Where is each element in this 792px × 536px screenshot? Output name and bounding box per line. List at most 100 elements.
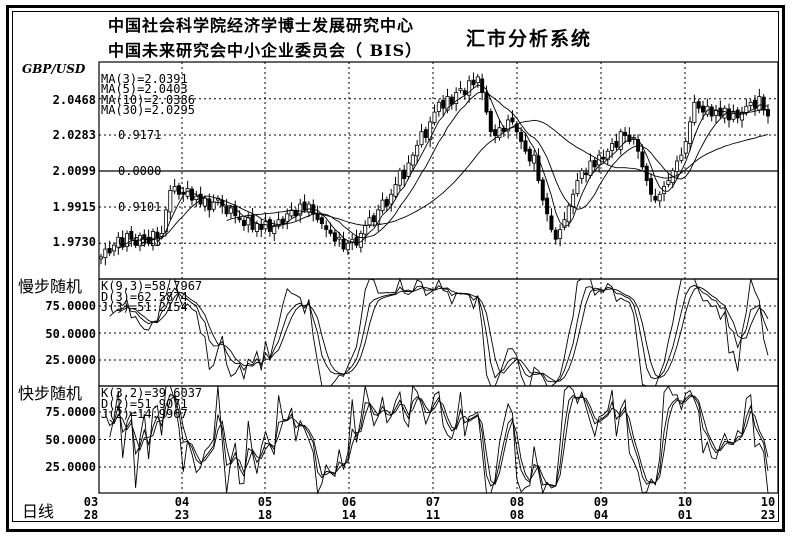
x-tick-label: 10 23	[756, 496, 780, 522]
candle-body	[267, 219, 272, 232]
candle-body	[618, 131, 623, 150]
candle-body	[579, 170, 584, 179]
candle-body	[657, 193, 662, 202]
ma3-readout: MA(3)=2.0391	[101, 71, 188, 86]
candle-body	[744, 105, 749, 114]
fast-j-readout: J(2)=14.9967	[101, 407, 188, 421]
candle-body	[493, 129, 498, 136]
candle-body	[285, 213, 290, 222]
header-line2: 中国未来研究会中小企业委员会（ BIS）	[108, 41, 423, 60]
candle-body	[649, 178, 654, 195]
ma5-readout: MA(5)=2.0403	[101, 82, 188, 96]
slow-j-readout: J(3)=51.2154	[101, 300, 188, 314]
candle-body	[722, 107, 727, 119]
x-tick-label: 07 11	[421, 496, 445, 522]
candle-body	[441, 99, 446, 109]
candle-body	[753, 99, 758, 109]
candle-body	[757, 96, 762, 111]
candle-body	[410, 154, 415, 166]
candle-body	[709, 106, 714, 117]
x-tick-day: 18	[257, 508, 273, 522]
slow-tick: 75.0000	[45, 299, 96, 313]
x-tick-month: 10	[760, 495, 776, 509]
candle-body	[588, 160, 593, 176]
outer-frame	[6, 5, 785, 532]
ma10-readout: MA(10)=2.0386	[101, 92, 195, 107]
candle-body	[207, 198, 212, 211]
candle-body	[133, 240, 138, 246]
candle-body	[601, 156, 606, 160]
candle-body	[259, 223, 264, 230]
candle-body	[111, 244, 116, 252]
candle-body	[683, 141, 688, 154]
candle-body	[393, 184, 398, 197]
candle-body	[614, 140, 619, 148]
candle-body	[332, 232, 337, 242]
candle-body	[519, 131, 524, 142]
candle-body	[241, 220, 246, 226]
x-tick-month: 05	[257, 495, 273, 509]
x-tick-day: 28	[83, 508, 99, 522]
candle-body	[584, 172, 589, 176]
candle-body	[462, 90, 467, 95]
x-tick-month: 06	[341, 495, 357, 509]
candle-body	[189, 188, 194, 201]
candle-body	[194, 195, 199, 200]
slow-j-line	[118, 277, 769, 387]
candle-body	[298, 203, 303, 216]
candle-body	[419, 131, 424, 146]
candle-body	[293, 210, 298, 217]
candle-body	[748, 101, 753, 106]
candle-body	[319, 217, 324, 225]
candle-body	[302, 201, 307, 211]
candle-body	[454, 92, 459, 104]
slow-d-line	[118, 286, 769, 382]
candle-body	[337, 236, 342, 240]
candle-body	[116, 236, 121, 248]
candle-body	[623, 131, 628, 136]
candle-body	[536, 155, 541, 181]
candle-body	[198, 193, 203, 205]
candle-body	[605, 150, 610, 161]
candle-body	[254, 223, 259, 232]
candle-body	[679, 154, 684, 161]
candle-body	[99, 256, 104, 260]
fast-j-line	[109, 384, 769, 495]
x-tick-day: 01	[677, 508, 693, 522]
fast-k-readout: K(3,2)=39.6037	[101, 386, 203, 400]
candle-body	[415, 144, 420, 157]
x-tick-month: 04	[174, 495, 190, 509]
x-tick-label: 04 23	[170, 496, 194, 522]
x-tick-month: 08	[509, 495, 525, 509]
fast-k-line	[104, 393, 769, 487]
x-tick-label: 03 28	[79, 496, 103, 522]
candle-body	[380, 199, 385, 212]
candle-body	[103, 248, 108, 258]
x-tick-month: 03	[83, 495, 99, 509]
candle-body	[371, 215, 376, 223]
candle-body	[272, 225, 277, 234]
fast-tick: 50.0000	[45, 433, 96, 447]
price-tick: 2.0283	[52, 128, 96, 142]
ma30-line	[226, 119, 769, 226]
candle-body	[766, 109, 771, 117]
candle-body	[701, 105, 706, 113]
candle-body	[384, 199, 389, 207]
candle-body	[731, 111, 736, 120]
candle-body	[367, 217, 372, 226]
candle-body	[471, 79, 476, 86]
candle-body	[562, 219, 567, 228]
candle-body	[666, 180, 671, 185]
candle-body	[436, 101, 441, 112]
candle-body	[696, 101, 701, 109]
symbol-label: GBP/USD	[22, 62, 86, 76]
candle-body	[324, 225, 329, 230]
candle-body	[176, 185, 181, 195]
x-tick-day: 23	[760, 508, 776, 522]
candle-body	[532, 154, 537, 164]
candle-body	[168, 189, 173, 213]
x-tick-month: 10	[677, 495, 693, 509]
candle-body	[350, 238, 355, 243]
x-tick-label: 09 04	[589, 496, 613, 522]
